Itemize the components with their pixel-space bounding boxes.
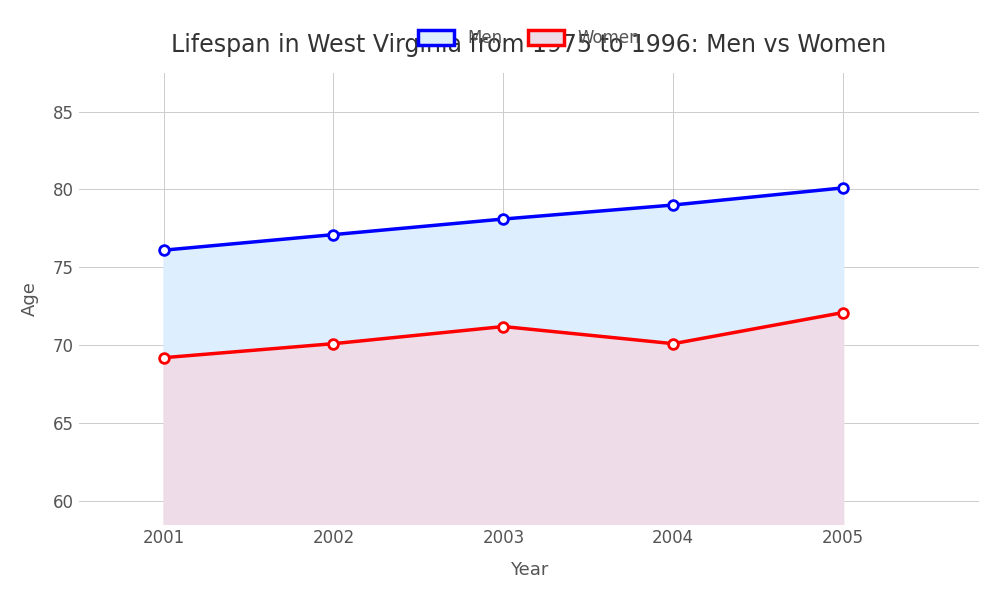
Title: Lifespan in West Virginia from 1975 to 1996: Men vs Women: Lifespan in West Virginia from 1975 to 1… — [171, 33, 887, 57]
X-axis label: Year: Year — [510, 561, 548, 579]
Legend: Men, Women: Men, Women — [411, 22, 647, 53]
Y-axis label: Age: Age — [21, 281, 39, 316]
